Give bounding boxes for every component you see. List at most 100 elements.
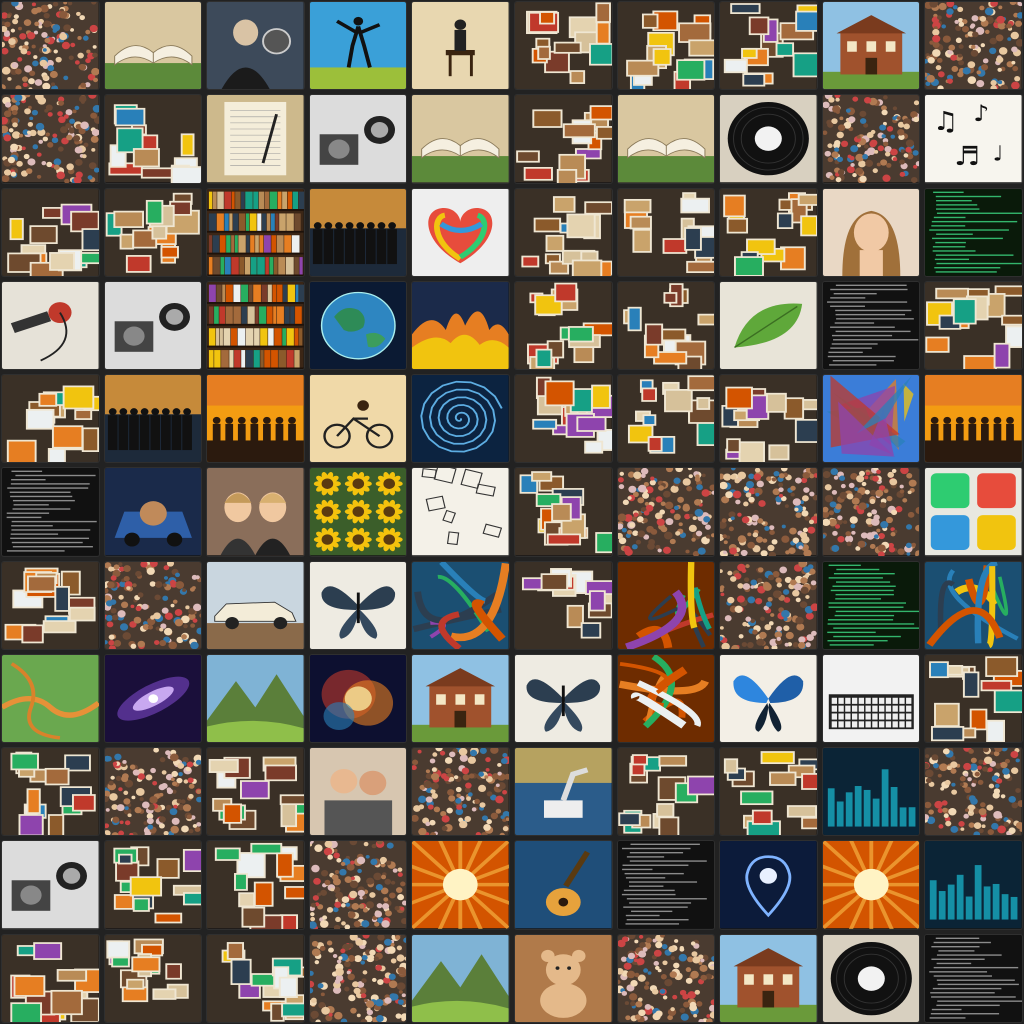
photo-collage-picture <box>2 188 99 276</box>
abstract-art-picture <box>617 561 715 649</box>
abstract-art-picture <box>617 654 715 743</box>
mosaic-tile-vintage-camera <box>2 841 99 929</box>
code-text-picture <box>2 468 99 556</box>
vinyl-record-picture <box>822 934 920 1022</box>
mosaic-tile-crowd <box>2 95 99 183</box>
mosaic-tile-crowd <box>720 561 817 649</box>
mosaic-tile-butterfly <box>514 654 612 743</box>
photo-collage-picture <box>720 188 817 276</box>
svg-text:♪: ♪ <box>974 101 990 128</box>
mosaic-tile-app-icons <box>925 468 1022 556</box>
mosaic-tile-keyboard <box>822 654 920 743</box>
photo-collage-picture <box>514 468 612 556</box>
vintage-camera-picture <box>2 841 99 929</box>
photo-collage-picture <box>207 748 304 836</box>
mosaic-tile-vintage-objects <box>720 2 817 90</box>
photo-collage-picture <box>2 934 99 1022</box>
mosaic-tile-vintage-camera <box>309 95 407 183</box>
mosaic-tile-earth <box>309 281 407 370</box>
crowd-picture <box>2 95 99 183</box>
mosaic-tile-crowd <box>720 468 817 556</box>
open-book-picture <box>104 2 202 90</box>
mosaic-tile-man-chair <box>412 2 509 90</box>
vintage-car-picture <box>207 561 304 649</box>
vintage-objects-picture <box>720 2 817 90</box>
business-group-picture <box>104 375 202 463</box>
photo-collage-picture <box>2 748 99 836</box>
mosaic-tile-photo-collage <box>617 748 715 836</box>
mosaic-tile-photo-collage <box>2 188 99 276</box>
mosaic-tile-landscape-map <box>2 654 99 743</box>
open-book-picture <box>617 95 715 183</box>
mosaic-tile-nebula <box>309 654 407 743</box>
svg-text:♩: ♩ <box>993 142 1004 167</box>
mosaic-tile-photo-collage <box>514 468 612 556</box>
photo-collage-picture <box>514 2 612 90</box>
mosaic-tile-car-portrait <box>104 468 202 556</box>
location-pin-picture <box>720 841 817 929</box>
abstract-art-picture <box>412 561 509 649</box>
vintage-objects-picture <box>514 375 612 463</box>
mosaic-tile-silhouette-field <box>309 2 407 90</box>
mosaic-tile-photo-collage <box>514 188 612 276</box>
mosaic-tile-vintage-objects <box>925 654 1022 743</box>
mosaic-tile-vintage-objects <box>514 375 612 463</box>
mosaic-tile-photo-collage <box>617 281 715 370</box>
mosaic-tile-crowd <box>822 468 920 556</box>
code-text-picture <box>822 281 920 370</box>
photo-collage-picture <box>104 841 202 929</box>
mosaic-tile-spiral <box>412 375 509 463</box>
mosaic-tile-vinyl-record <box>822 934 920 1022</box>
mosaic-tile-crowd <box>2 2 99 90</box>
mosaic-tile-photo-collage <box>2 375 99 463</box>
mosaic-tile-abstract-art <box>412 561 509 649</box>
notebook-pen-picture <box>207 95 304 183</box>
mosaic-tile-photo-collage <box>514 2 612 90</box>
mosaic-tile-guitar <box>514 841 612 929</box>
mountains-picture <box>412 934 509 1022</box>
code-text-picture <box>925 934 1022 1022</box>
mosaic-tile-crowd <box>617 934 715 1022</box>
mosaic-tile-crowd <box>617 468 715 556</box>
butterfly-picture <box>514 654 612 743</box>
building-picture <box>822 2 920 90</box>
mosaic-tile-sunset-silhouette <box>925 375 1022 463</box>
man-chair-picture <box>412 2 509 90</box>
sunburst-picture <box>822 841 920 929</box>
vinyl-record-picture <box>720 95 817 183</box>
open-book-picture <box>412 95 509 183</box>
silhouette-field-picture <box>309 2 407 90</box>
crowd-picture <box>412 748 509 836</box>
earth-picture <box>309 281 407 370</box>
crowd-picture <box>617 934 715 1022</box>
camera-gear-picture <box>104 281 202 370</box>
mosaic-tile-fire-landscape <box>412 281 509 370</box>
crowd-picture <box>720 468 817 556</box>
crowd-picture <box>309 841 407 929</box>
mosaic-tile-sunflowers <box>309 468 407 556</box>
mosaic-tile-crowd <box>822 95 920 183</box>
mosaic-tile-photo-collage <box>2 748 99 836</box>
green-code-picture <box>925 188 1022 276</box>
sunburst-picture <box>412 841 509 929</box>
mosaic-tile-photo-collage <box>514 561 612 649</box>
mosaic-tile-sunburst <box>822 841 920 929</box>
couple-picture <box>309 748 407 836</box>
svg-text:♫: ♫ <box>933 106 959 137</box>
guitar-picture <box>514 841 612 929</box>
mosaic-tile-crowd <box>412 748 509 836</box>
mosaic-tile-photo-collage <box>104 934 202 1022</box>
mosaic-tile-crowd <box>104 748 202 836</box>
abstract-art-picture <box>925 561 1022 649</box>
crowd-picture <box>822 95 920 183</box>
svg-text:♬: ♬ <box>954 140 980 171</box>
mosaic-tile-robot-arm <box>514 748 612 836</box>
mosaic-tile-photo-collage <box>514 95 612 183</box>
code-text-picture <box>617 841 715 929</box>
robot-arm-picture <box>514 748 612 836</box>
mosaic-tile-photo-collage <box>617 2 715 90</box>
two-girls-picture <box>207 468 304 556</box>
mosaic-tile-camera-gear <box>104 281 202 370</box>
mosaic-tile-butterfly <box>720 654 817 743</box>
mosaic-tile-sketch-objects <box>412 468 509 556</box>
